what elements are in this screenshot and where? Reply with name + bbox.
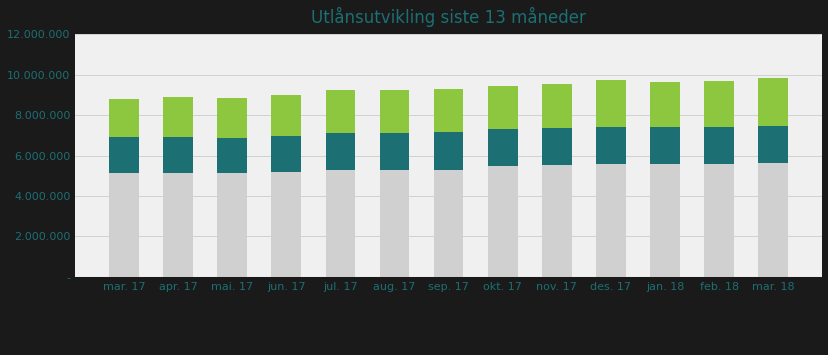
Title: Utlånsutvikling siste 13 måneder: Utlånsutvikling siste 13 måneder: [310, 7, 585, 27]
Bar: [487, 86, 517, 130]
Bar: [271, 172, 301, 277]
Bar: [163, 137, 193, 173]
Bar: [487, 166, 517, 277]
Bar: [325, 170, 355, 277]
Bar: [163, 173, 193, 277]
Bar: [217, 98, 247, 137]
Bar: [379, 133, 409, 170]
Bar: [487, 130, 517, 166]
Bar: [704, 127, 733, 164]
Bar: [379, 170, 409, 277]
Bar: [379, 90, 409, 133]
Bar: [109, 137, 139, 173]
Bar: [433, 89, 463, 132]
Bar: [595, 164, 625, 277]
Bar: [109, 99, 139, 137]
Bar: [758, 163, 787, 277]
Bar: [704, 81, 733, 127]
Bar: [649, 127, 679, 164]
Bar: [271, 95, 301, 136]
Legend: Privatmarked, Bedriftsmarked, Eika Boligkreditt: Privatmarked, Bedriftsmarked, Eika Bolig…: [223, 350, 674, 355]
Bar: [271, 136, 301, 172]
Bar: [542, 165, 571, 277]
Bar: [704, 164, 733, 277]
Bar: [217, 137, 247, 173]
Bar: [163, 97, 193, 137]
Bar: [217, 173, 247, 277]
Bar: [325, 133, 355, 170]
Bar: [542, 128, 571, 165]
Bar: [433, 132, 463, 170]
Bar: [595, 127, 625, 164]
Bar: [758, 126, 787, 163]
Bar: [542, 84, 571, 128]
Bar: [433, 170, 463, 277]
Bar: [758, 78, 787, 126]
Bar: [649, 82, 679, 127]
Bar: [595, 80, 625, 127]
Bar: [649, 164, 679, 277]
Bar: [109, 173, 139, 277]
Bar: [325, 89, 355, 133]
